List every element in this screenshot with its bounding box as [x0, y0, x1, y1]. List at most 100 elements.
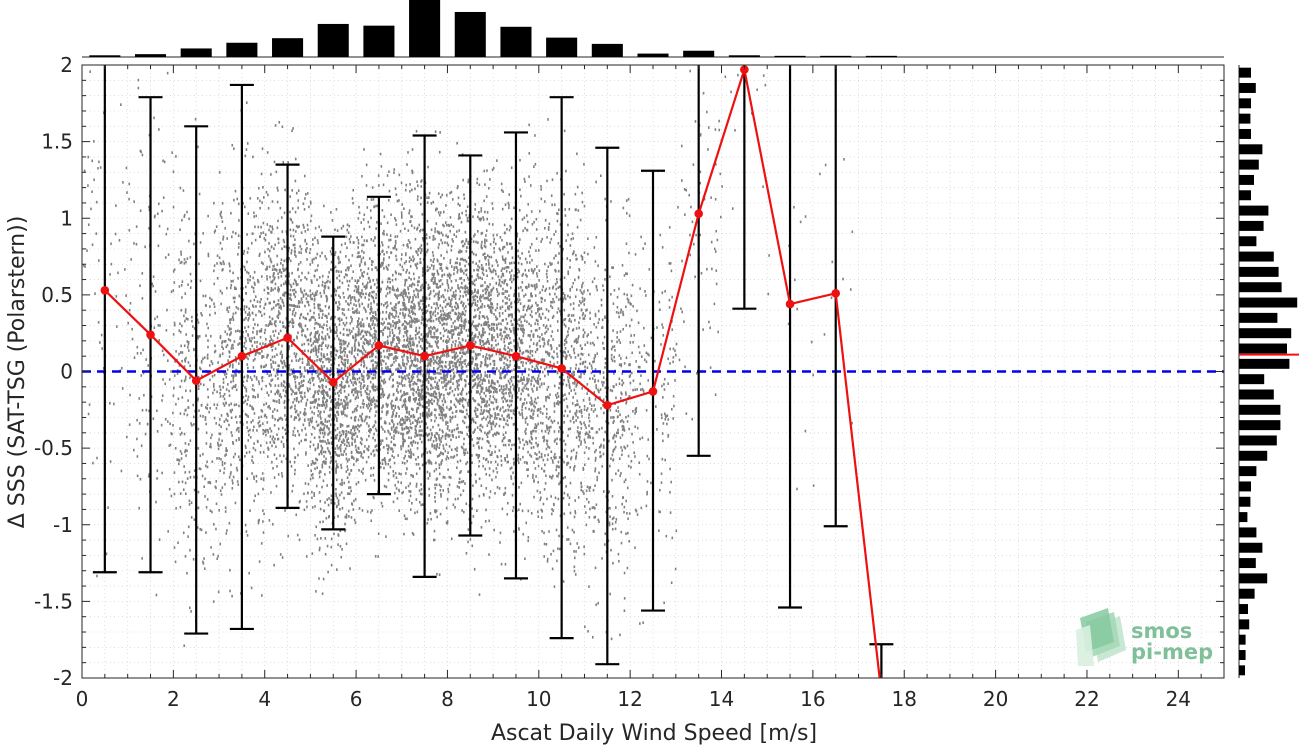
scatter-point — [232, 346, 234, 350]
scatter-point — [304, 304, 306, 308]
scatter-point — [406, 322, 409, 326]
scatter-point — [87, 155, 90, 159]
scatter-point — [383, 378, 386, 381]
scatter-point — [351, 254, 354, 257]
scatter-point — [416, 317, 418, 321]
scatter-point — [316, 340, 319, 344]
scatter-point — [295, 255, 297, 258]
scatter-point — [392, 315, 394, 318]
scatter-point — [284, 414, 286, 417]
scatter-point — [174, 447, 177, 450]
scatter-point — [230, 279, 233, 283]
scatter-point — [393, 337, 395, 341]
scatter-point — [325, 294, 327, 298]
scatter-point — [277, 343, 280, 346]
scatter-point — [329, 250, 332, 253]
scatter-point — [439, 284, 442, 288]
scatter-point — [311, 496, 313, 500]
scatter-point — [303, 418, 306, 421]
scatter-point — [406, 418, 409, 422]
scatter-point — [257, 380, 260, 383]
scatter-point — [442, 210, 445, 214]
scatter-point — [339, 544, 342, 548]
scatter-point — [360, 221, 363, 224]
scatter-point — [221, 202, 224, 205]
scatter-point — [329, 408, 331, 412]
scatter-point — [256, 350, 259, 354]
scatter-point — [425, 378, 427, 382]
scatter-point — [420, 357, 422, 361]
scatter-point — [360, 454, 362, 458]
scatter-point — [313, 494, 315, 497]
scatter-point — [185, 317, 188, 320]
scatter-point — [354, 284, 357, 288]
scatter-point — [358, 304, 361, 308]
scatter-point — [408, 276, 410, 280]
scatter-point — [401, 394, 404, 397]
scatter-point — [376, 364, 379, 367]
scatter-point — [185, 333, 187, 336]
scatter-point — [277, 473, 280, 476]
scatter-point — [329, 326, 331, 330]
scatter-point — [439, 211, 442, 214]
scatter-point — [422, 239, 425, 242]
scatter-point — [221, 439, 223, 443]
scatter-point — [267, 193, 269, 197]
scatter-point — [397, 346, 399, 349]
scatter-point — [314, 236, 316, 240]
scatter-point — [198, 335, 201, 338]
scatter-point — [346, 396, 348, 399]
scatter-point — [170, 290, 173, 294]
scatter-point — [400, 216, 403, 219]
scatter-point — [137, 78, 140, 82]
scatter-point — [410, 426, 413, 430]
scatter-point — [385, 402, 388, 406]
scatter-point — [443, 257, 445, 260]
scatter-point — [343, 342, 345, 346]
scatter-point — [338, 303, 341, 306]
scatter-point — [215, 422, 217, 425]
scatter-point — [280, 382, 283, 385]
scatter-point — [173, 471, 176, 474]
scatter-point — [367, 267, 370, 270]
scatter-point — [369, 430, 371, 434]
scatter-point — [281, 300, 284, 303]
scatter-point — [390, 419, 393, 423]
scatter-point — [316, 278, 318, 282]
scatter-point — [320, 377, 323, 381]
scatter-point — [189, 475, 192, 479]
scatter-point — [164, 382, 167, 386]
scatter-point — [329, 367, 332, 370]
scatter-point — [409, 295, 411, 299]
scatter-point — [416, 288, 418, 292]
scatter-point — [418, 489, 421, 492]
scatter-point — [432, 425, 434, 429]
scatter-point — [199, 382, 202, 386]
scatter-point — [393, 461, 396, 465]
scatter-point — [204, 416, 207, 419]
scatter-point — [199, 414, 202, 418]
scatter-point — [311, 552, 314, 555]
scatter-point — [341, 312, 344, 315]
scatter-point — [328, 441, 330, 445]
scatter-point — [403, 343, 405, 347]
scatter-point — [289, 320, 292, 324]
scatter-point — [382, 261, 384, 265]
scatter-point — [309, 477, 312, 481]
scatter-point — [397, 336, 399, 339]
scatter-point — [304, 193, 307, 196]
scatter-point — [405, 333, 408, 337]
scatter-point — [336, 384, 338, 387]
scatter-point — [421, 347, 424, 350]
scatter-point — [267, 428, 269, 432]
scatter-point — [266, 391, 268, 395]
scatter-point — [385, 421, 387, 425]
scatter-point — [269, 342, 272, 345]
scatter-point — [259, 252, 261, 256]
scatter-point — [345, 255, 347, 258]
scatter-point — [244, 399, 247, 403]
scatter-point — [294, 246, 296, 250]
scatter-point — [218, 432, 221, 436]
scatter-point — [300, 247, 303, 251]
scatter-point — [182, 189, 185, 192]
